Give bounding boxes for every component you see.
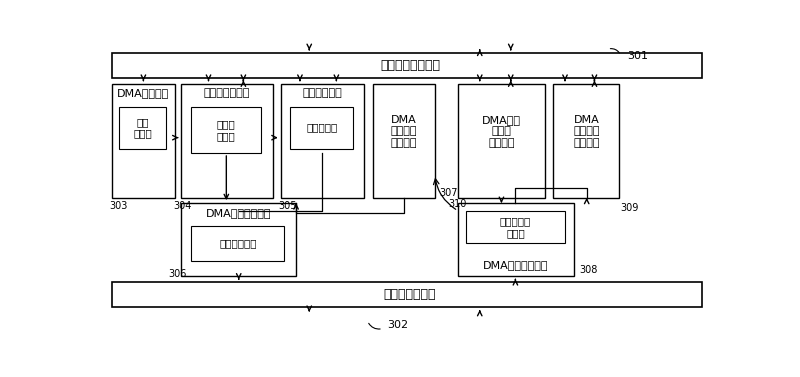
Bar [458, 84, 545, 198]
Text: 302: 302 [386, 320, 408, 330]
Text: 307: 307 [439, 188, 458, 198]
Text: 描述符
缓冲区: 描述符 缓冲区 [217, 119, 236, 141]
Bar [554, 84, 619, 198]
Bar [182, 203, 296, 276]
Bar [112, 282, 702, 307]
Bar [182, 84, 273, 198]
Text: 306: 306 [168, 268, 186, 279]
Text: DMA启动模块: DMA启动模块 [118, 88, 170, 98]
Text: DMA发送引擎模块: DMA发送引擎模块 [206, 208, 271, 218]
Bar [119, 107, 166, 149]
Text: DMA
发送完成
通知模块: DMA 发送完成 通知模块 [390, 115, 417, 148]
Text: 308: 308 [579, 265, 598, 275]
Text: DMA
接收完成
通知模块: DMA 接收完成 通知模块 [574, 115, 600, 148]
Text: 305: 305 [278, 201, 297, 211]
Bar [191, 226, 285, 261]
Bar [112, 84, 175, 198]
Text: 描述符读取模块: 描述符读取模块 [204, 88, 250, 98]
Text: DMA接收
缓冲区
管理模块: DMA接收 缓冲区 管理模块 [482, 115, 521, 148]
Text: 系统总线接口模块: 系统总线接口模块 [380, 59, 440, 72]
Text: 304: 304 [173, 201, 191, 211]
Bar [191, 107, 261, 153]
Text: 交换机接口模块: 交换机接口模块 [384, 288, 436, 301]
Bar [466, 211, 565, 243]
Bar [290, 107, 354, 149]
Text: 门铃
缓冲区: 门铃 缓冲区 [134, 117, 152, 138]
Bar [112, 53, 702, 78]
Bar [458, 203, 574, 276]
Text: 309: 309 [621, 203, 639, 213]
Text: DMA接收引擎模块: DMA接收引擎模块 [482, 260, 548, 270]
Text: 301: 301 [627, 51, 648, 61]
Text: 网络包缓冲区: 网络包缓冲区 [219, 238, 257, 248]
Text: 310: 310 [449, 199, 467, 209]
Bar [281, 84, 364, 198]
Text: 数据读取模块: 数据读取模块 [302, 88, 342, 98]
Text: 303: 303 [110, 201, 128, 211]
Text: 写内存命令
缓冲区: 写内存命令 缓冲区 [500, 216, 531, 238]
Text: 数据缓冲区: 数据缓冲区 [306, 123, 338, 133]
Bar [373, 84, 435, 198]
